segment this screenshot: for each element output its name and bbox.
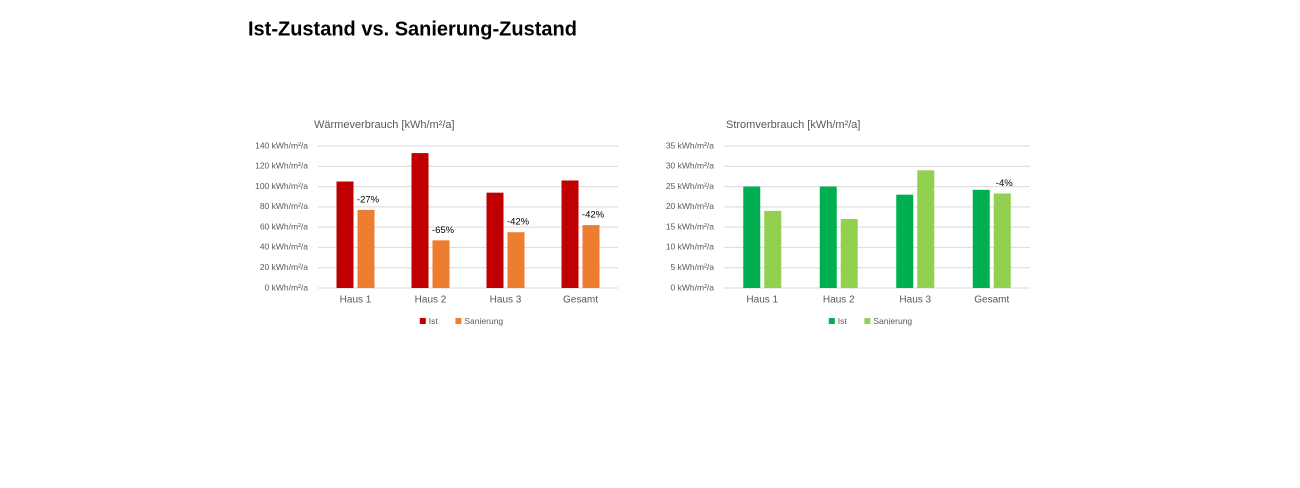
x-tick-label: Haus 3 bbox=[490, 295, 522, 306]
y-tick-label: 20 kWh/m²/a bbox=[666, 201, 714, 211]
legend-label: Sanierung bbox=[464, 316, 503, 326]
y-tick-label: 0 kWh/m²/a bbox=[671, 282, 715, 292]
y-tick-label: 100 kWh/m²/a bbox=[255, 181, 308, 191]
bar bbox=[561, 180, 579, 288]
x-tick-label: Haus 2 bbox=[823, 295, 855, 306]
legend-label: Ist bbox=[838, 316, 848, 326]
y-tick-label: 25 kWh/m²/a bbox=[666, 181, 714, 191]
y-tick-label: 0 kWh/m²/a bbox=[265, 282, 309, 292]
bar-annotation: -65% bbox=[432, 225, 455, 236]
chart-title: Wärmeverbrauch [kWh/m²/a] bbox=[314, 119, 455, 131]
bar bbox=[896, 194, 914, 288]
bar-annotation: -42% bbox=[582, 210, 605, 221]
y-tick-label: 40 kWh/m²/a bbox=[260, 242, 308, 252]
bar bbox=[972, 189, 990, 288]
x-tick-label: Haus 1 bbox=[340, 295, 372, 306]
y-tick-label: 120 kWh/m²/a bbox=[255, 161, 308, 171]
bar bbox=[507, 232, 525, 288]
legend-label: Ist bbox=[429, 316, 439, 326]
bar bbox=[819, 186, 837, 288]
y-tick-label: 15 kWh/m²/a bbox=[666, 221, 714, 231]
bar bbox=[357, 209, 375, 288]
bar bbox=[486, 192, 504, 288]
bar bbox=[411, 153, 429, 288]
x-tick-label: Haus 1 bbox=[746, 295, 778, 306]
bar bbox=[743, 186, 761, 288]
legend-swatch bbox=[419, 318, 426, 324]
legend-swatch bbox=[828, 318, 835, 324]
bar bbox=[336, 181, 354, 288]
y-tick-label: 140 kWh/m²/a bbox=[255, 140, 308, 150]
x-tick-label: Gesamt bbox=[563, 295, 598, 306]
chart-title: Stromverbrauch [kWh/m²/a] bbox=[726, 119, 860, 131]
bar-annotation: -27% bbox=[357, 194, 380, 205]
x-tick-label: Haus 3 bbox=[899, 295, 931, 306]
y-tick-label: 10 kWh/m²/a bbox=[666, 242, 714, 252]
bar bbox=[432, 240, 450, 288]
y-tick-label: 60 kWh/m²/a bbox=[260, 221, 308, 231]
bar bbox=[582, 225, 600, 288]
bar bbox=[764, 210, 782, 288]
y-tick-label: 20 kWh/m²/a bbox=[260, 262, 308, 272]
x-tick-label: Gesamt bbox=[974, 295, 1009, 306]
bar bbox=[993, 193, 1011, 288]
y-tick-label: 80 kWh/m²/a bbox=[260, 201, 308, 211]
y-tick-label: 35 kWh/m²/a bbox=[666, 140, 714, 150]
y-tick-label: 30 kWh/m²/a bbox=[666, 161, 714, 171]
bar bbox=[840, 219, 858, 288]
legend-swatch bbox=[864, 318, 871, 324]
y-tick-label: 5 kWh/m²/a bbox=[671, 262, 715, 272]
bar-annotation: -42% bbox=[507, 217, 530, 228]
bar bbox=[917, 170, 935, 288]
bar-annotation: -4% bbox=[996, 178, 1013, 189]
legend-swatch bbox=[455, 318, 462, 324]
x-tick-label: Haus 2 bbox=[415, 295, 447, 306]
page-title: Ist-Zustand vs. Sanierung-Zustand bbox=[248, 18, 577, 40]
legend-label: Sanierung bbox=[873, 316, 912, 326]
